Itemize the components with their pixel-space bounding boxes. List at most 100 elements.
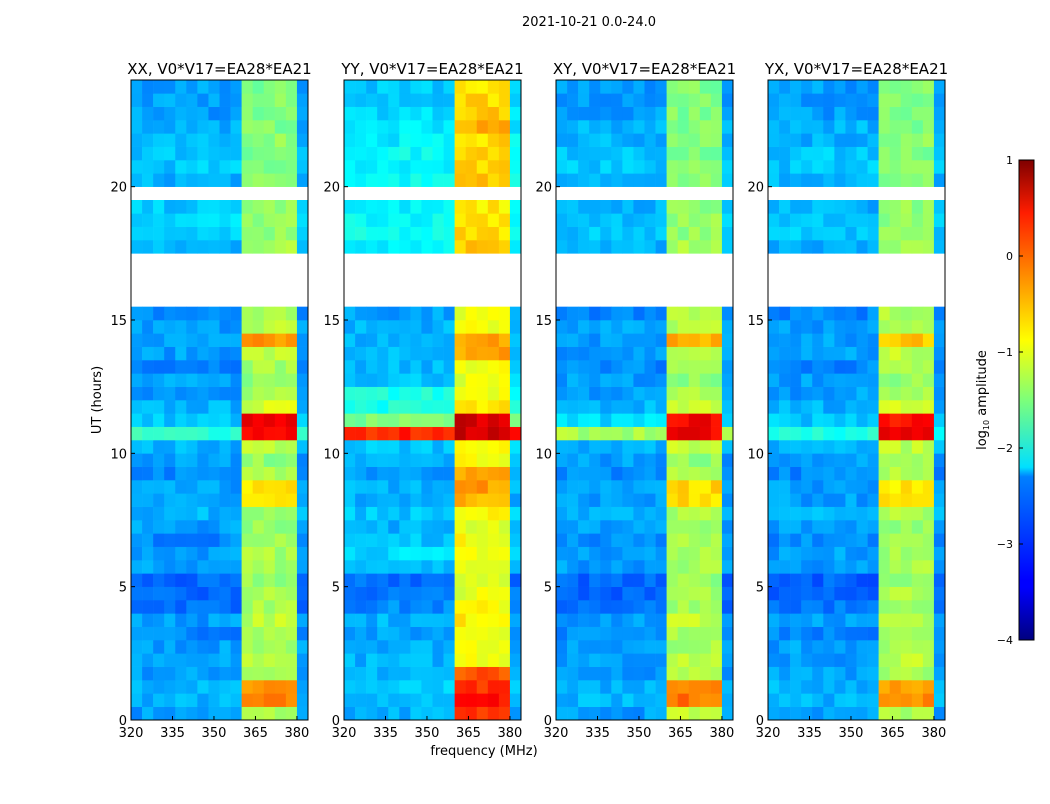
heatmap-cell (344, 506, 356, 521)
heatmap-cell (801, 640, 813, 654)
heatmap-cell (344, 586, 356, 601)
heatmap-cell (666, 600, 678, 614)
heatmap-cell (889, 640, 902, 654)
y-tick-label: 20 (110, 181, 127, 196)
heatmap-cell (230, 493, 242, 507)
heatmap-cell (399, 493, 411, 507)
heatmap-cell (710, 146, 723, 161)
heatmap-cell (377, 146, 389, 161)
heatmap-cell (867, 506, 879, 521)
heatmap-cell (263, 560, 276, 574)
heatmap-cell (208, 586, 220, 601)
heatmap-cell (655, 240, 667, 254)
heatmap-cell (285, 480, 298, 494)
heatmap-cell (812, 506, 824, 521)
heatmap-cell (677, 626, 690, 641)
heatmap-cell (655, 440, 667, 454)
heatmap-cell (790, 453, 802, 467)
heatmap-cell (699, 640, 712, 654)
heatmap-cell (721, 573, 734, 587)
heatmap-cell (344, 466, 356, 481)
heatmap-cell (556, 546, 568, 561)
heatmap-cell (377, 333, 389, 347)
heatmap-cell (710, 413, 723, 427)
heatmap-cell (197, 600, 209, 614)
heatmap-cell (285, 240, 298, 254)
heatmap-cell (812, 560, 824, 574)
heatmap-cell (399, 440, 411, 454)
heatmap-cell (175, 706, 187, 721)
heatmap-cell (432, 626, 444, 641)
heatmap-cell (498, 573, 511, 587)
plot-frame (767, 79, 946, 721)
heatmap-cell (779, 506, 791, 521)
heatmap-cell (454, 146, 466, 161)
heatmap-cell (197, 413, 209, 427)
heatmap-cell (812, 573, 824, 587)
heatmap-cell (699, 666, 712, 681)
heatmap-cell (197, 653, 209, 667)
heatmap-cell (487, 400, 500, 414)
heatmap-cell (388, 613, 400, 627)
heatmap-cell (164, 466, 176, 481)
heatmap-cell (355, 560, 367, 574)
heatmap-cell (252, 160, 265, 174)
heatmap-cell (878, 200, 890, 214)
heatmap-cell (263, 440, 276, 454)
heatmap-cell (509, 133, 522, 147)
heatmap-cell (922, 706, 935, 721)
heatmap-cell (454, 680, 466, 694)
heatmap-cell (611, 680, 623, 694)
heatmap-cell (230, 600, 242, 614)
heatmap-cell (721, 680, 734, 694)
heatmap-cell (600, 200, 612, 214)
heatmap-cell (186, 120, 198, 134)
heatmap-cell (721, 346, 734, 361)
heatmap-cell (296, 626, 309, 641)
heatmap-cell (611, 653, 623, 667)
heatmap-cell (208, 680, 220, 694)
heatmap-cell (889, 533, 902, 547)
colorbar-tick-label: −2 (997, 442, 1013, 455)
panel-title: YY, V0*V17=EA28*EA21 (340, 60, 523, 78)
heatmap-cell (655, 693, 667, 707)
heatmap-cell (622, 533, 634, 547)
heatmap-cell (933, 706, 946, 721)
heatmap-cell (611, 533, 623, 547)
heatmap-cell (856, 520, 868, 534)
heatmap-cell (922, 226, 935, 241)
heatmap-cell (241, 520, 253, 534)
heatmap-cell (567, 226, 579, 241)
heatmap-cell (567, 160, 579, 174)
heatmap-cell (175, 226, 187, 241)
heatmap-cell (867, 213, 879, 227)
heatmap-cell (699, 653, 712, 667)
heatmap-cell (889, 400, 902, 414)
heatmap-cell (465, 373, 478, 387)
heatmap-cell (366, 600, 378, 614)
heatmap-cell (856, 173, 868, 187)
heatmap-cell (252, 173, 265, 187)
heatmap-cell (241, 586, 253, 601)
heatmap-cell (175, 386, 187, 401)
heatmap-cell (487, 173, 500, 187)
heatmap-cell (878, 320, 890, 334)
heatmap-cell (633, 493, 645, 507)
heatmap-cell (498, 466, 511, 481)
heatmap-cell (366, 666, 378, 681)
heatmap-cell (498, 120, 511, 134)
heatmap-cell (801, 320, 813, 334)
heatmap-cell (208, 520, 220, 534)
heatmap-cell (131, 413, 143, 427)
heatmap-cell (688, 640, 701, 654)
x-tick-label: 350 (202, 726, 227, 741)
heatmap-cell (556, 120, 568, 134)
heatmap-cell (878, 106, 890, 121)
heatmap-cell (567, 120, 579, 134)
heatmap-cell (410, 426, 422, 441)
heatmap-cell (274, 613, 287, 627)
heatmap-cell (388, 560, 400, 574)
heatmap-cell (666, 120, 678, 134)
heatmap-cell (274, 120, 287, 134)
heatmap-cell (900, 400, 913, 414)
